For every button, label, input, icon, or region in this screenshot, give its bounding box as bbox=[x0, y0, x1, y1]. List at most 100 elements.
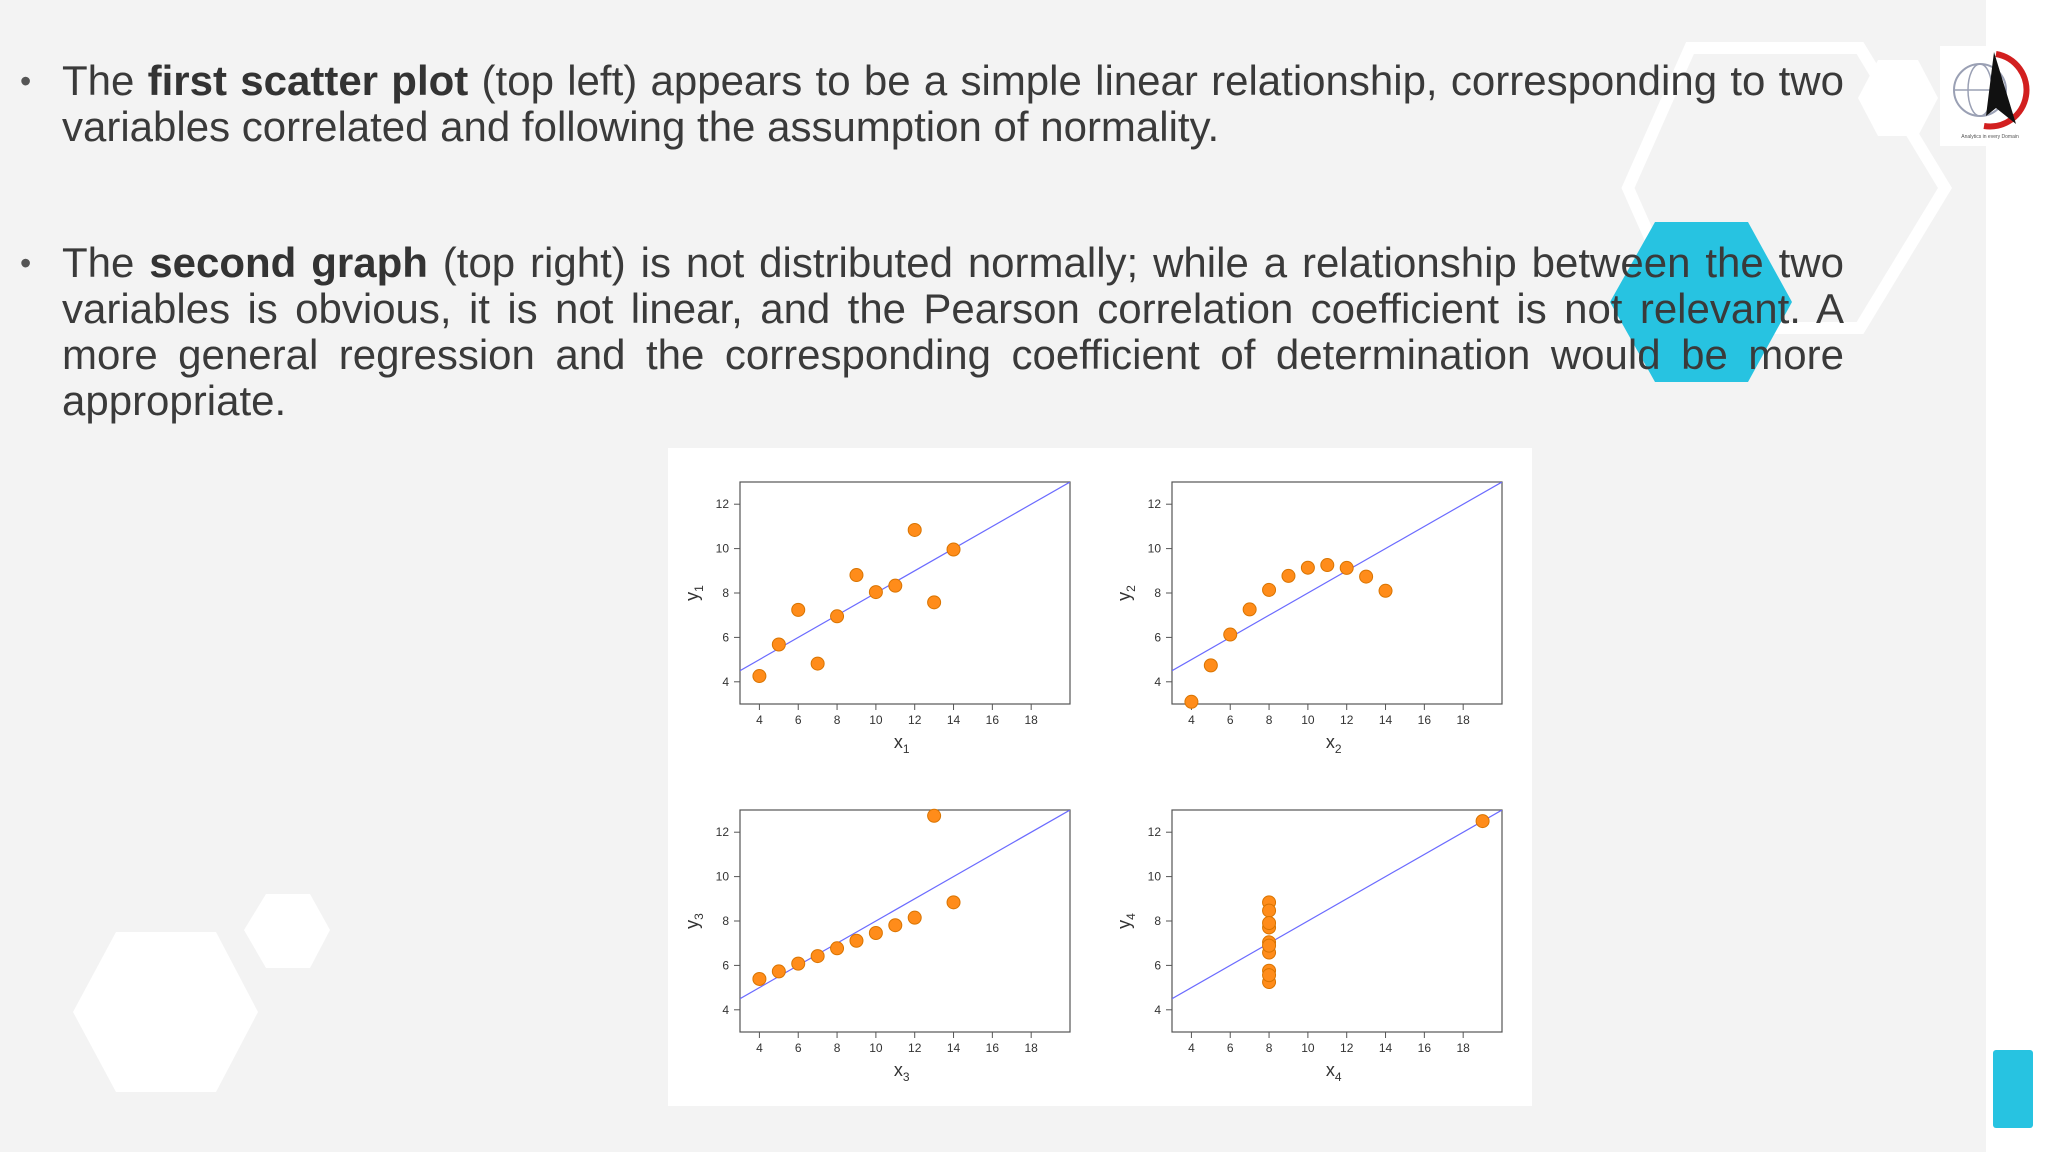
y-tick-label: 8 bbox=[722, 914, 729, 928]
x-tick-label: 14 bbox=[1379, 1041, 1393, 1055]
x-axis-subscript: 3 bbox=[903, 1070, 910, 1084]
data-point bbox=[1359, 569, 1374, 584]
scatter-panel-3: 4 6 8 10 12 14 16 18 4 6 8 10 12 x3 y3 bbox=[682, 808, 1071, 1084]
company-logo: Analytics in every Domain bbox=[1940, 46, 2040, 146]
x-tick-label: 16 bbox=[1418, 713, 1432, 727]
hexagon-white-top-decoration bbox=[1858, 60, 1938, 136]
y-tick-label: 8 bbox=[1154, 914, 1161, 928]
svg-text:Analytics in every Domain: Analytics in every Domain bbox=[1961, 134, 2019, 140]
data-point bbox=[1300, 560, 1315, 575]
x-tick-label: 8 bbox=[834, 713, 841, 727]
x-tick-label: 8 bbox=[834, 1041, 841, 1055]
x-axis-label: x1 bbox=[894, 732, 910, 756]
y-tick-label: 6 bbox=[1154, 630, 1161, 644]
scatter-panel-4: 4 6 8 10 12 14 16 18 4 6 8 10 12 x4 y4 bbox=[1114, 809, 1503, 1084]
data-point bbox=[1242, 602, 1257, 617]
data-point bbox=[1184, 694, 1199, 709]
bold-phrase: first scatter plot bbox=[147, 57, 469, 104]
x-axis-label: x4 bbox=[1326, 1060, 1342, 1084]
data-point bbox=[946, 895, 961, 910]
y-axis-label: y1 bbox=[682, 585, 706, 601]
y-tick-label: 6 bbox=[722, 630, 729, 644]
regression-line bbox=[1172, 810, 1502, 1000]
y-tick-label: 4 bbox=[722, 675, 729, 689]
x-tick-label: 12 bbox=[908, 1041, 922, 1055]
y-tick-label: 8 bbox=[1154, 586, 1161, 600]
data-point bbox=[1475, 814, 1490, 829]
data-point bbox=[830, 941, 845, 956]
y-tick-label: 8 bbox=[722, 586, 729, 600]
y-tick-label: 12 bbox=[716, 825, 730, 839]
data-point bbox=[849, 933, 864, 948]
data-point bbox=[1262, 915, 1277, 930]
data-point bbox=[830, 609, 845, 624]
hexagon-bottom-small-decoration bbox=[244, 894, 330, 968]
bullet-marker: • bbox=[20, 63, 32, 99]
plot-frame bbox=[1171, 481, 1503, 705]
y-axis-subscript: 1 bbox=[692, 585, 706, 592]
x-tick-label: 16 bbox=[986, 713, 1000, 727]
x-tick-label: 4 bbox=[756, 1041, 763, 1055]
x-tick-label: 14 bbox=[947, 713, 961, 727]
y-axis-subscript: 2 bbox=[1124, 585, 1138, 592]
data-point bbox=[1262, 968, 1277, 983]
x-tick-label: 14 bbox=[947, 1041, 961, 1055]
bullet-second-graph: • The second graph (top right) is not di… bbox=[20, 239, 1844, 424]
x-tick-label: 16 bbox=[986, 1041, 1000, 1055]
data-point bbox=[927, 595, 942, 610]
anscombe-chart-panel: 4 6 8 10 12 14 16 18 4 6 8 10 12 x1 y1 4 6 8 10 12 14 16 18 4 6 8… bbox=[668, 448, 1532, 1106]
x-tick-label: 6 bbox=[795, 1041, 802, 1055]
logo-arrow-icon bbox=[1986, 52, 2016, 124]
x-tick-label: 18 bbox=[1456, 713, 1470, 727]
x-tick-label: 4 bbox=[1188, 1041, 1195, 1055]
y-tick-label: 6 bbox=[1154, 958, 1161, 972]
data-point bbox=[849, 568, 864, 583]
data-point bbox=[1262, 938, 1277, 953]
y-tick-label: 12 bbox=[716, 497, 730, 511]
x-tick-label: 8 bbox=[1266, 713, 1273, 727]
data-point bbox=[791, 956, 806, 971]
x-tick-label: 6 bbox=[795, 713, 802, 727]
data-point bbox=[1320, 558, 1335, 573]
data-point bbox=[771, 637, 786, 652]
plot-frame bbox=[739, 481, 1071, 705]
data-point bbox=[1203, 658, 1218, 673]
data-point bbox=[1262, 903, 1277, 918]
y-tick-label: 4 bbox=[1154, 1003, 1161, 1017]
data-point bbox=[1281, 568, 1296, 583]
x-axis-subscript: 1 bbox=[903, 742, 910, 756]
bullet-first-scatter-plot: • The first scatter plot (top left) appe… bbox=[20, 57, 1844, 150]
x-tick-label: 18 bbox=[1024, 713, 1038, 727]
x-tick-label: 18 bbox=[1024, 1041, 1038, 1055]
bold-phrase: second graph bbox=[149, 239, 428, 286]
y-tick-label: 10 bbox=[716, 542, 730, 556]
y-tick-label: 10 bbox=[1148, 870, 1162, 884]
x-tick-label: 12 bbox=[1340, 713, 1354, 727]
x-axis-subscript: 4 bbox=[1335, 1070, 1342, 1084]
hexagon-bottom-large-decoration bbox=[73, 932, 258, 1092]
data-point bbox=[752, 669, 767, 684]
data-point bbox=[771, 964, 786, 979]
x-tick-label: 10 bbox=[869, 713, 883, 727]
y-axis-label: y3 bbox=[682, 913, 706, 929]
y-axis-subscript: 3 bbox=[692, 913, 706, 920]
accent-block bbox=[1993, 1050, 2033, 1128]
bullet-marker: • bbox=[20, 245, 32, 281]
data-point bbox=[791, 602, 806, 617]
scatter-panel-2: 4 6 8 10 12 14 16 18 4 6 8 10 12 x2 y2 bbox=[1114, 481, 1503, 756]
y-tick-label: 12 bbox=[1148, 497, 1162, 511]
data-point bbox=[752, 971, 767, 986]
data-point bbox=[868, 585, 883, 600]
hexagon-cyan-decoration bbox=[1610, 222, 1792, 382]
x-tick-label: 6 bbox=[1227, 1041, 1234, 1055]
data-point bbox=[888, 578, 903, 593]
x-tick-label: 8 bbox=[1266, 1041, 1273, 1055]
data-point bbox=[888, 918, 903, 933]
data-point bbox=[1223, 627, 1238, 642]
hexagon-outline-decoration bbox=[1621, 42, 1953, 334]
y-tick-label: 4 bbox=[1154, 675, 1161, 689]
x-axis-label: x2 bbox=[1326, 732, 1342, 756]
y-axis-subscript: 4 bbox=[1124, 913, 1138, 920]
